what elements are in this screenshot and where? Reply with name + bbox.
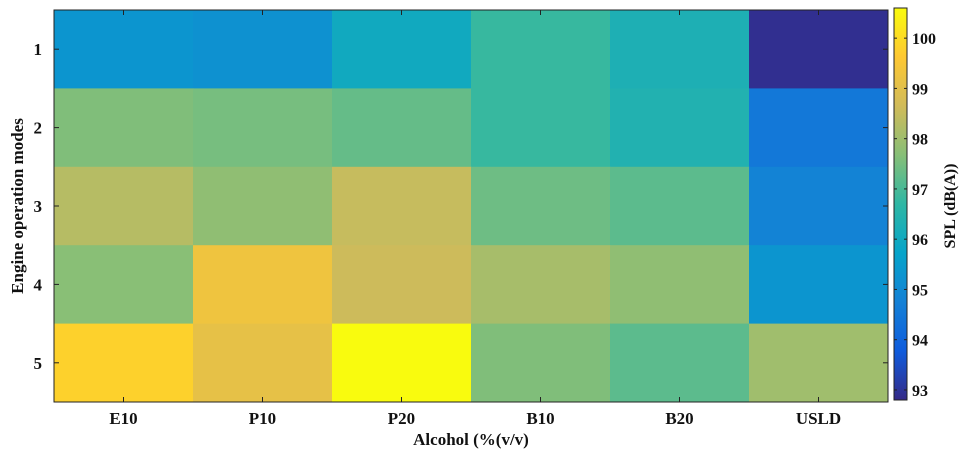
heatmap-cell [332,10,472,89]
heatmap-cell [471,88,611,168]
heatmap-cell [332,323,472,403]
colorbar-tick-label: 99 [912,81,928,98]
colorbar-tick-label: 94 [912,333,928,350]
x-tick-label: B10 [526,409,554,428]
heatmap-cell [332,245,472,325]
heatmap-cell [749,245,889,325]
colorbar-tick-label: 97 [912,182,928,199]
y-tick-label: 2 [34,119,43,138]
heatmap-cell [193,245,333,325]
heatmap-cell [749,323,889,403]
heatmap-cell [471,166,611,246]
heatmap-cell [54,245,194,325]
x-tick-label: B20 [665,409,693,428]
x-tick-label: E10 [109,409,137,428]
heatmap-cell [54,166,194,246]
x-tick-label: P10 [249,409,276,428]
heatmap-cell [54,323,194,403]
colorbar-tick-label: 95 [912,282,928,299]
heatmap-cell [749,88,889,168]
colorbar-tick-label: 98 [912,132,928,149]
heatmap-cell [332,88,472,168]
colorbar-label: SPL (dB(A)) [942,164,959,249]
y-axis-label: Engine operation modes [8,118,27,294]
heatmap-cell [193,323,333,403]
heatmap-cell [54,10,194,89]
heatmap-cell [610,88,750,168]
heatmap-cell [749,10,889,89]
y-tick-labels: 1 2 3 4 5 [34,40,888,373]
heatmap-cell [193,10,333,89]
y-tick-label: 3 [34,197,43,216]
heatmap-cells [54,10,889,403]
heatmap-cell [471,245,611,325]
heatmap-cell [610,166,750,246]
colorbar-gradient [893,7,908,401]
colorbar [893,7,908,401]
heatmap-cell [193,88,333,168]
heatmap-cell [749,166,889,246]
y-tick-label: 5 [34,354,43,373]
heatmap-cell [54,88,194,168]
heatmap-cell [193,166,333,246]
heatmap-cell [610,323,750,403]
heatmap-cell [471,10,611,89]
heatmap-cell [610,245,750,325]
heatmap-cell [332,166,472,246]
colorbar-tick-label: 100 [912,31,936,48]
x-axis-label: Alcohol (%(v/v) [413,430,529,449]
colorbar-tick-labels: 93 94 95 96 97 98 99 100 [894,31,936,400]
x-tick-label: P20 [388,409,415,428]
colorbar-tick-label: 93 [912,383,928,400]
x-tick-labels: E10 P10 P20 B10 B20 USLD [109,10,841,428]
y-tick-label: 4 [34,275,43,294]
colorbar-tick-label: 96 [912,232,928,249]
y-tick-label: 1 [34,40,43,59]
heatmap-cell [610,10,750,89]
heatmap-cell [471,323,611,403]
x-tick-label: USLD [796,409,841,428]
